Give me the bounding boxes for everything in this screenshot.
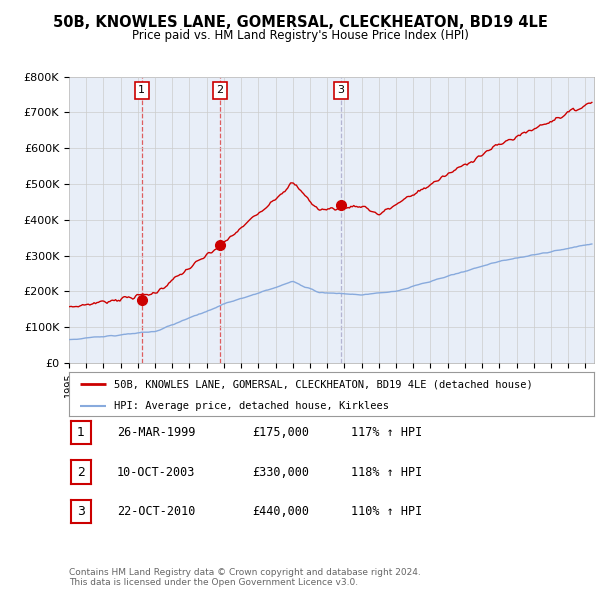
Text: 1: 1 [139,86,145,95]
Text: 10-OCT-2003: 10-OCT-2003 [117,466,196,478]
Text: Price paid vs. HM Land Registry's House Price Index (HPI): Price paid vs. HM Land Registry's House … [131,30,469,42]
Text: 26-MAR-1999: 26-MAR-1999 [117,426,196,439]
Text: 3: 3 [77,505,85,518]
Text: HPI: Average price, detached house, Kirklees: HPI: Average price, detached house, Kirk… [113,401,389,411]
Text: 110% ↑ HPI: 110% ↑ HPI [351,505,422,518]
Text: Contains HM Land Registry data © Crown copyright and database right 2024.
This d: Contains HM Land Registry data © Crown c… [69,568,421,587]
Text: £440,000: £440,000 [252,505,309,518]
Text: 2: 2 [77,466,85,478]
Text: 50B, KNOWLES LANE, GOMERSAL, CLECKHEATON, BD19 4LE (detached house): 50B, KNOWLES LANE, GOMERSAL, CLECKHEATON… [113,379,532,389]
Text: 118% ↑ HPI: 118% ↑ HPI [351,466,422,478]
Text: 3: 3 [338,86,344,95]
Text: 1: 1 [77,426,85,439]
Text: 2: 2 [217,86,224,95]
Text: £175,000: £175,000 [252,426,309,439]
Text: 50B, KNOWLES LANE, GOMERSAL, CLECKHEATON, BD19 4LE: 50B, KNOWLES LANE, GOMERSAL, CLECKHEATON… [53,15,547,30]
Text: £330,000: £330,000 [252,466,309,478]
Text: 117% ↑ HPI: 117% ↑ HPI [351,426,422,439]
Text: 22-OCT-2010: 22-OCT-2010 [117,505,196,518]
